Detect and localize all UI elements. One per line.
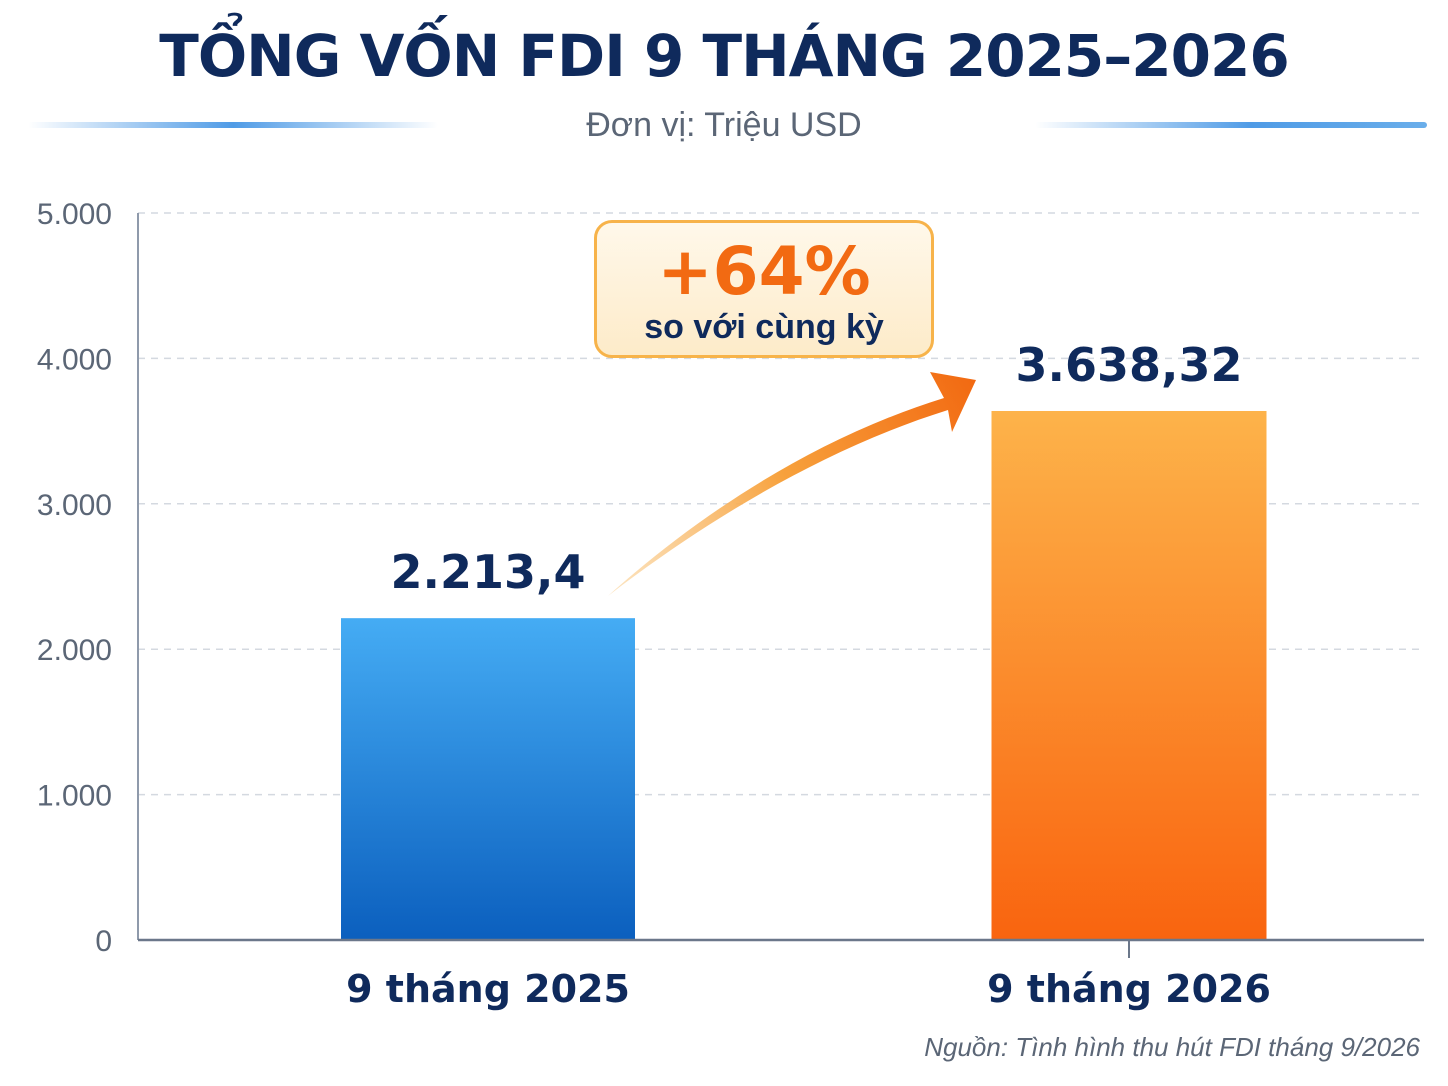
source-note: Nguồn: Tình hình thu hút FDI tháng 9/202… — [924, 1032, 1420, 1062]
x-tick-label: 9 tháng 2025 — [346, 967, 630, 1011]
y-tick-label: 4.000 — [37, 343, 112, 376]
x-axis-labels: 9 tháng 2025 9 tháng 2026 — [346, 967, 1271, 1011]
axes — [137, 213, 1424, 958]
x-tick-label: 9 tháng 2026 — [987, 967, 1271, 1011]
chart-title: TỔNG VỐN FDI 9 THÁNG 2025–2026 — [159, 22, 1289, 90]
bar-value-label: 3.638,32 — [1016, 338, 1243, 392]
y-tick-label: 2.000 — [37, 634, 112, 667]
growth-arrow — [608, 372, 976, 596]
y-tick-label: 1.000 — [37, 780, 112, 813]
growth-arrow-shape — [608, 372, 976, 596]
chart-subtitle: Đơn vị: Triệu USD — [586, 106, 862, 144]
title-rule-left — [28, 122, 438, 128]
growth-badge: +64% so với cùng kỳ — [594, 220, 934, 358]
bar-value-label: 2.213,4 — [391, 545, 586, 599]
y-tick-label: 3.000 — [37, 489, 112, 522]
growth-percent: +64% — [657, 233, 871, 310]
y-axis-ticks: 0 1.000 2.000 3.000 4.000 5.000 — [37, 198, 112, 958]
bar — [991, 410, 1267, 940]
value-labels: 2.213,4 3.638,32 — [391, 338, 1243, 599]
bars — [341, 410, 1267, 940]
y-tick-label: 5.000 — [37, 198, 112, 231]
y-tick-label: 0 — [95, 925, 112, 958]
bar — [341, 618, 635, 940]
title-rule-right — [1035, 122, 1427, 128]
growth-note: so với cùng kỳ — [644, 308, 884, 346]
